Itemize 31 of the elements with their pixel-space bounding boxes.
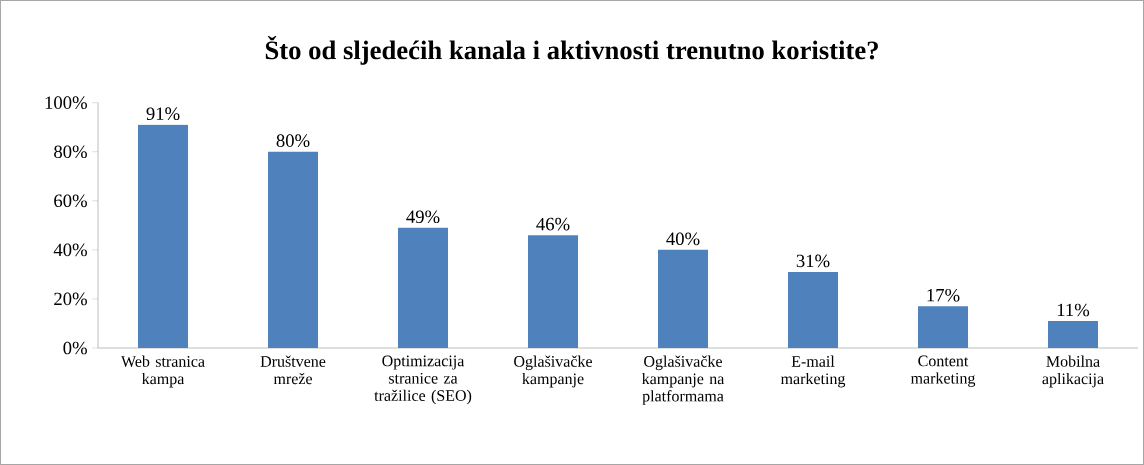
x-tick-label: Oglašivačke kampanje [514,355,592,388]
x-tick-label: E-mail marketing [780,355,846,388]
x-tick-label: Mobilna aplikacija [1042,355,1104,388]
data-label: 80% [276,134,310,148]
x-tick-label: Web stranica kampa [121,355,205,388]
bar [138,124,189,348]
data-label: 91% [146,107,180,121]
data-label: 31% [796,254,830,268]
bar [398,227,449,348]
bar [658,249,709,348]
data-label: 49% [406,210,440,224]
y-tick-label: 60% [54,194,87,208]
x-tick-label: Društvene mreže [260,355,326,385]
y-tick-label: 40% [53,243,87,257]
x-tick-label: Content marketing [910,355,976,387]
y-tick-label: 80% [54,145,87,159]
bar [528,235,579,348]
chart-title: Što od sljedećih kanala i aktivnosti trenutno koristite? [265,35,878,65]
y-tick-label: 0% [63,341,87,355]
data-label: 17% [927,288,960,302]
bar [788,271,839,348]
bar [268,151,319,348]
bar [1048,321,1098,348]
data-label: 11% [1057,303,1090,317]
y-tick-label: 100% [45,96,87,109]
x-tick-label: Oglašivačke kampanje na platformama [642,355,725,405]
data-label: 40% [666,232,700,246]
x-tick-label: Optimizacija stranice za tražilice (SEO) [374,355,472,405]
bar [918,306,968,348]
data-label: 46% [536,217,570,231]
y-tick-label: 20% [54,292,87,306]
